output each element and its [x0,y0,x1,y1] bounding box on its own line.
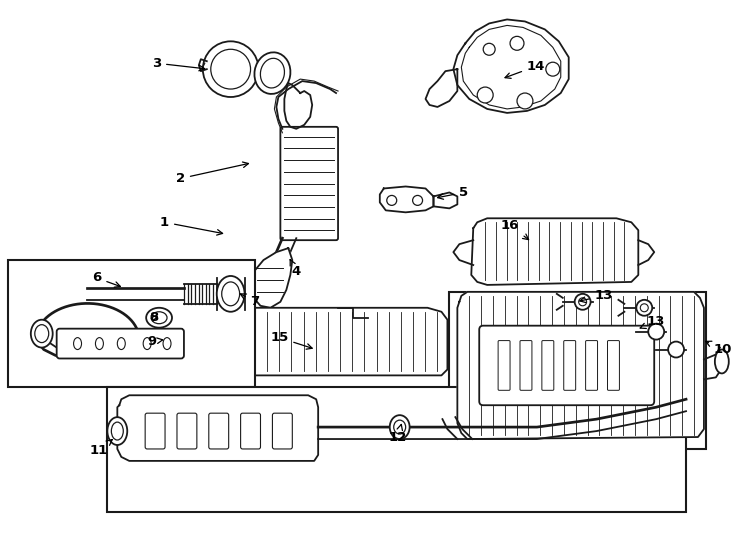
Text: 16: 16 [501,219,528,240]
Polygon shape [219,308,448,375]
FancyBboxPatch shape [145,413,165,449]
Ellipse shape [95,338,103,349]
FancyBboxPatch shape [107,387,686,511]
FancyBboxPatch shape [57,329,184,359]
FancyBboxPatch shape [498,341,510,390]
Text: 15: 15 [270,331,312,349]
Circle shape [578,298,586,306]
Polygon shape [117,395,318,461]
Ellipse shape [31,320,53,348]
Ellipse shape [163,338,171,349]
Ellipse shape [112,422,123,440]
Ellipse shape [117,338,126,349]
FancyBboxPatch shape [241,413,261,449]
Ellipse shape [390,415,410,439]
FancyBboxPatch shape [608,341,619,390]
Circle shape [517,93,533,109]
Circle shape [387,195,396,205]
Text: 13: 13 [580,289,613,302]
Text: 10: 10 [705,341,733,356]
Ellipse shape [73,338,81,349]
Circle shape [636,300,653,316]
Circle shape [510,36,524,50]
FancyBboxPatch shape [280,127,338,240]
Text: 6: 6 [92,272,120,287]
Ellipse shape [217,276,244,312]
Text: 12: 12 [388,424,407,443]
Text: 11: 11 [89,440,112,457]
FancyBboxPatch shape [177,413,197,449]
Text: 2: 2 [176,162,249,185]
Text: 7: 7 [240,294,260,308]
Text: 1: 1 [160,216,222,235]
Text: 14: 14 [505,60,545,78]
Ellipse shape [715,349,729,373]
Ellipse shape [146,308,172,328]
Polygon shape [426,69,457,107]
Ellipse shape [218,325,253,351]
FancyBboxPatch shape [272,413,292,449]
Polygon shape [454,19,569,113]
FancyBboxPatch shape [542,341,553,390]
Ellipse shape [151,312,167,323]
Text: 8: 8 [149,311,159,324]
Ellipse shape [261,58,285,88]
Polygon shape [471,218,639,285]
Polygon shape [284,83,312,129]
FancyBboxPatch shape [520,341,532,390]
Ellipse shape [34,325,48,342]
Circle shape [648,323,664,340]
Circle shape [668,342,684,357]
Polygon shape [379,186,434,212]
Polygon shape [457,292,704,439]
Circle shape [640,304,648,312]
Ellipse shape [393,420,406,434]
Circle shape [546,62,560,76]
Circle shape [211,49,250,89]
Ellipse shape [107,417,127,445]
Circle shape [477,87,493,103]
FancyBboxPatch shape [586,341,597,390]
Text: 5: 5 [437,186,468,199]
Text: 3: 3 [152,57,205,71]
Text: 4: 4 [290,260,301,279]
Text: 9: 9 [147,335,163,348]
Ellipse shape [255,52,291,94]
Circle shape [203,42,258,97]
Ellipse shape [222,282,239,306]
Circle shape [483,43,495,55]
FancyBboxPatch shape [479,326,654,405]
FancyBboxPatch shape [564,341,575,390]
Polygon shape [434,192,457,208]
FancyBboxPatch shape [449,292,706,449]
Ellipse shape [224,328,247,347]
Ellipse shape [143,338,151,349]
Circle shape [575,294,591,310]
Circle shape [413,195,423,205]
FancyBboxPatch shape [8,260,255,387]
Text: 13: 13 [640,315,665,328]
FancyBboxPatch shape [208,413,229,449]
Polygon shape [250,248,292,308]
